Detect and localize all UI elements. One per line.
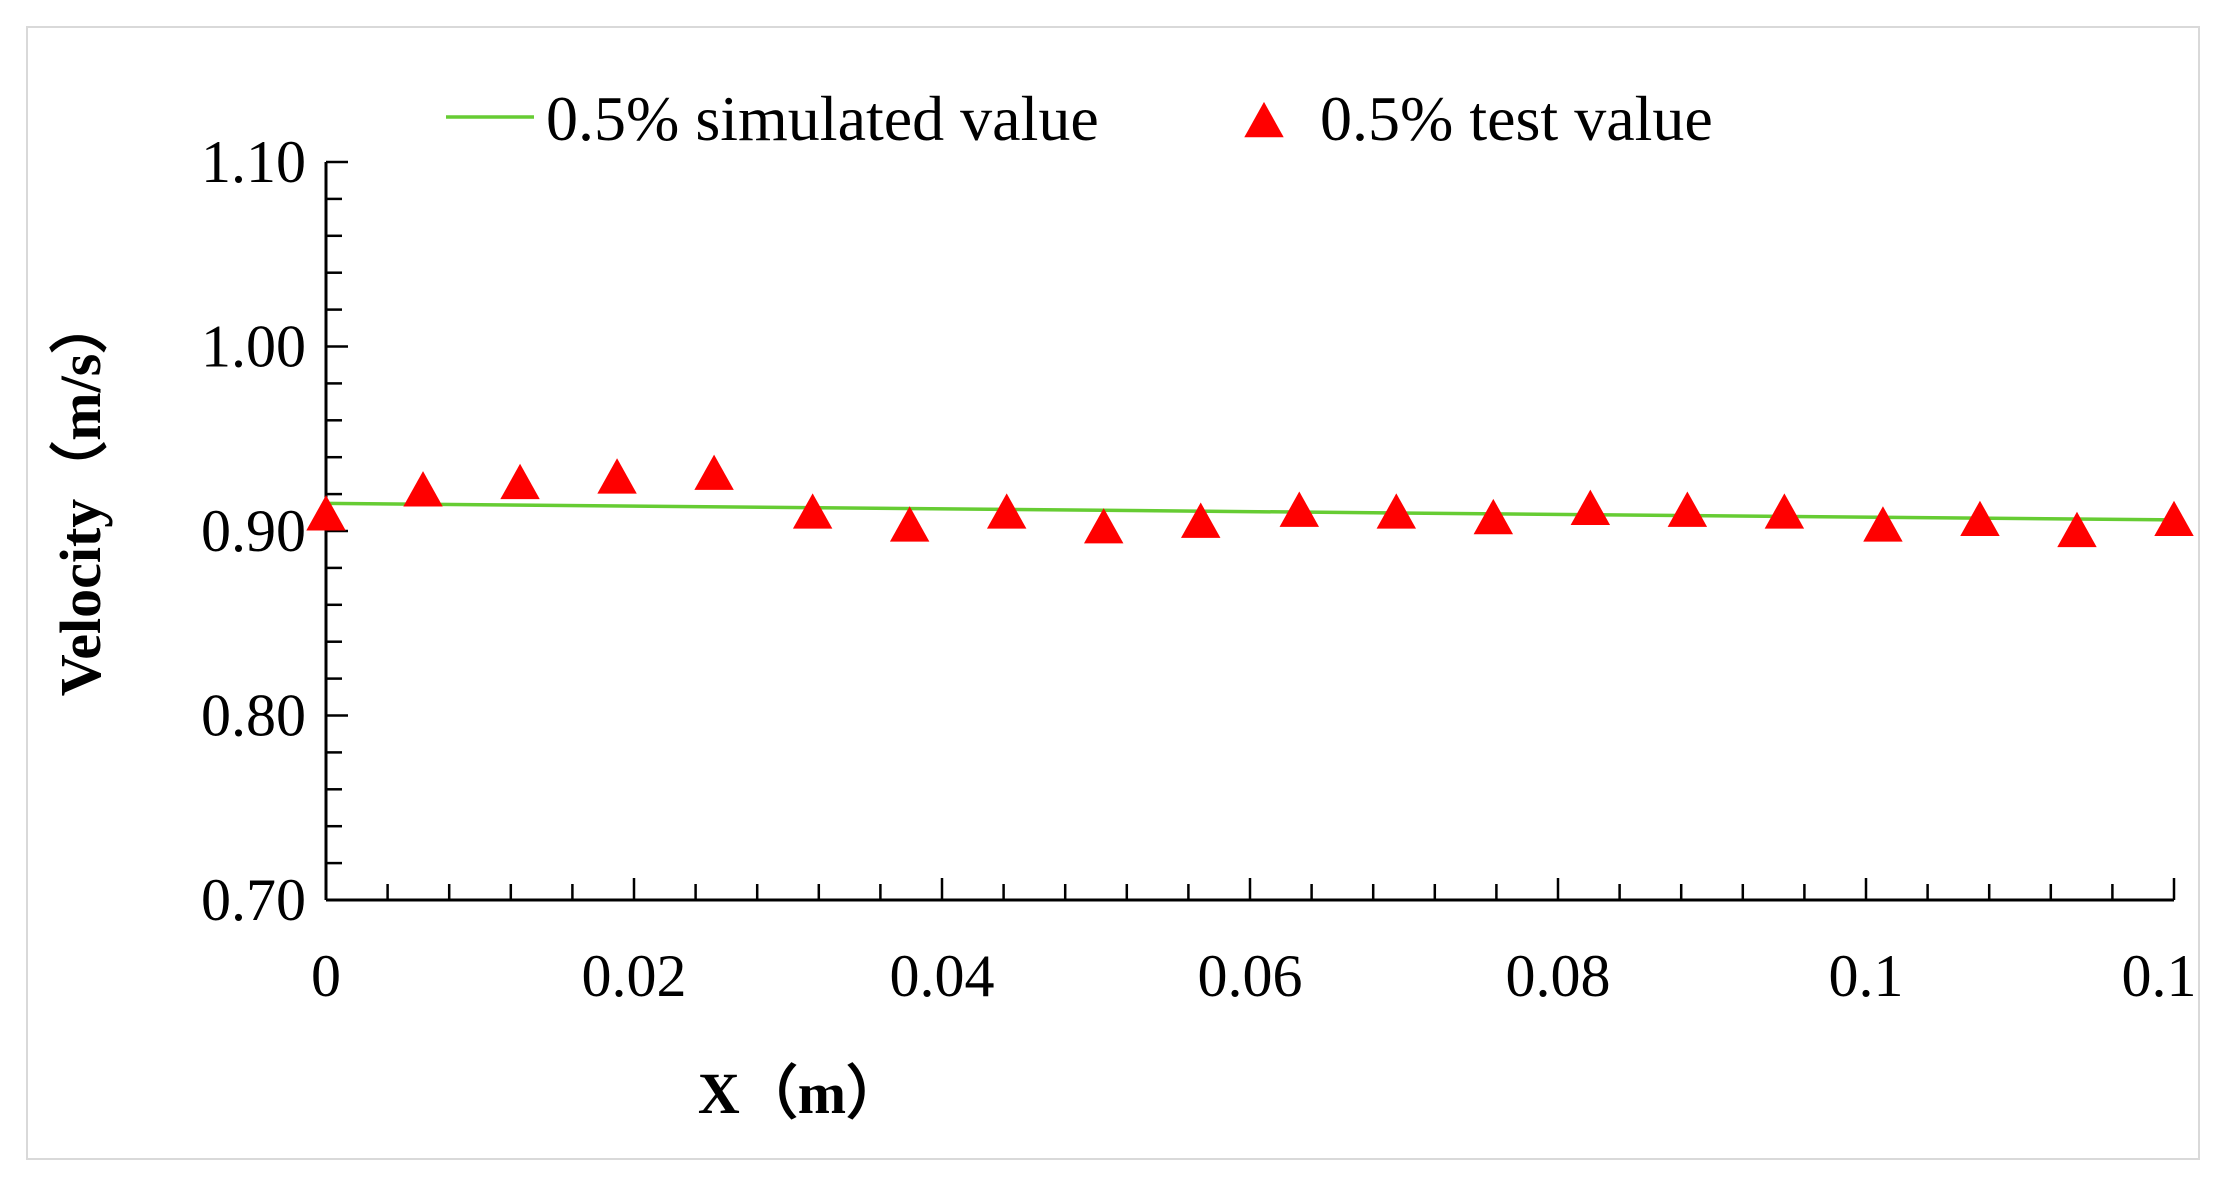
legend-label-test: 0.5% test value (1320, 83, 1713, 154)
test-value-point (2154, 500, 2194, 537)
test-value-point (1570, 489, 1611, 525)
x-tick-label: 0.06 (1198, 943, 1303, 1009)
test-value-point (792, 493, 833, 529)
legend: 0.5% simulated value 0.5% test value (446, 83, 1713, 154)
y-tick-label: 1.00 (201, 314, 306, 380)
y-axis: 0.70 0.80 0.90 1.00 1.10 (201, 129, 348, 933)
x-tick-label: 0.12 (2122, 943, 2199, 1009)
test-value-point (986, 493, 1027, 529)
test-value-point (1960, 500, 2000, 537)
test-value-point (1376, 493, 1417, 529)
test-value-point (889, 506, 930, 542)
y-axis-label: Velocity（m/s） (48, 296, 113, 697)
test-value-point (1863, 506, 1903, 542)
x-axis-label: X（m） (698, 1061, 904, 1126)
simulated-value-line (325, 501, 2175, 522)
test-value-point (306, 495, 346, 531)
x-tick-label: 0.1 (1829, 943, 1904, 1009)
legend-triangle-swatch (1244, 101, 1284, 138)
x-tick-label: 0.04 (890, 943, 995, 1009)
test-value-point (1083, 508, 1124, 544)
test-value-point (597, 458, 637, 494)
test-value-point (1667, 491, 1708, 527)
y-tick-label: 0.80 (201, 683, 306, 749)
x-tick-label: 0.08 (1506, 943, 1611, 1009)
test-value-point (694, 454, 734, 490)
test-value-point (2057, 511, 2097, 548)
x-tick-label: 0.02 (582, 943, 687, 1009)
plot-area (306, 454, 2194, 548)
test-value-point (1181, 502, 1221, 538)
test-value-point (1279, 491, 1319, 527)
y-tick-label: 0.90 (201, 498, 306, 564)
x-tick-label: 0 (311, 943, 341, 1009)
y-tick-label: 1.10 (201, 129, 306, 195)
chart-frame: 0.5% simulated value 0.5% test value 0.70… (26, 26, 2200, 1160)
test-value-point (403, 471, 443, 507)
x-axis: 0 0.02 0.04 0.06 0.08 0.1 0.12 (311, 878, 2198, 1009)
test-value-point (1764, 493, 1805, 529)
y-tick-label: 0.70 (201, 867, 306, 933)
legend-label-simulated: 0.5% simulated value (546, 83, 1099, 154)
velocity-chart: 0.5% simulated value 0.5% test value 0.70… (48, 83, 2198, 1126)
test-value-point (1473, 498, 1514, 535)
test-value-point (500, 463, 540, 500)
